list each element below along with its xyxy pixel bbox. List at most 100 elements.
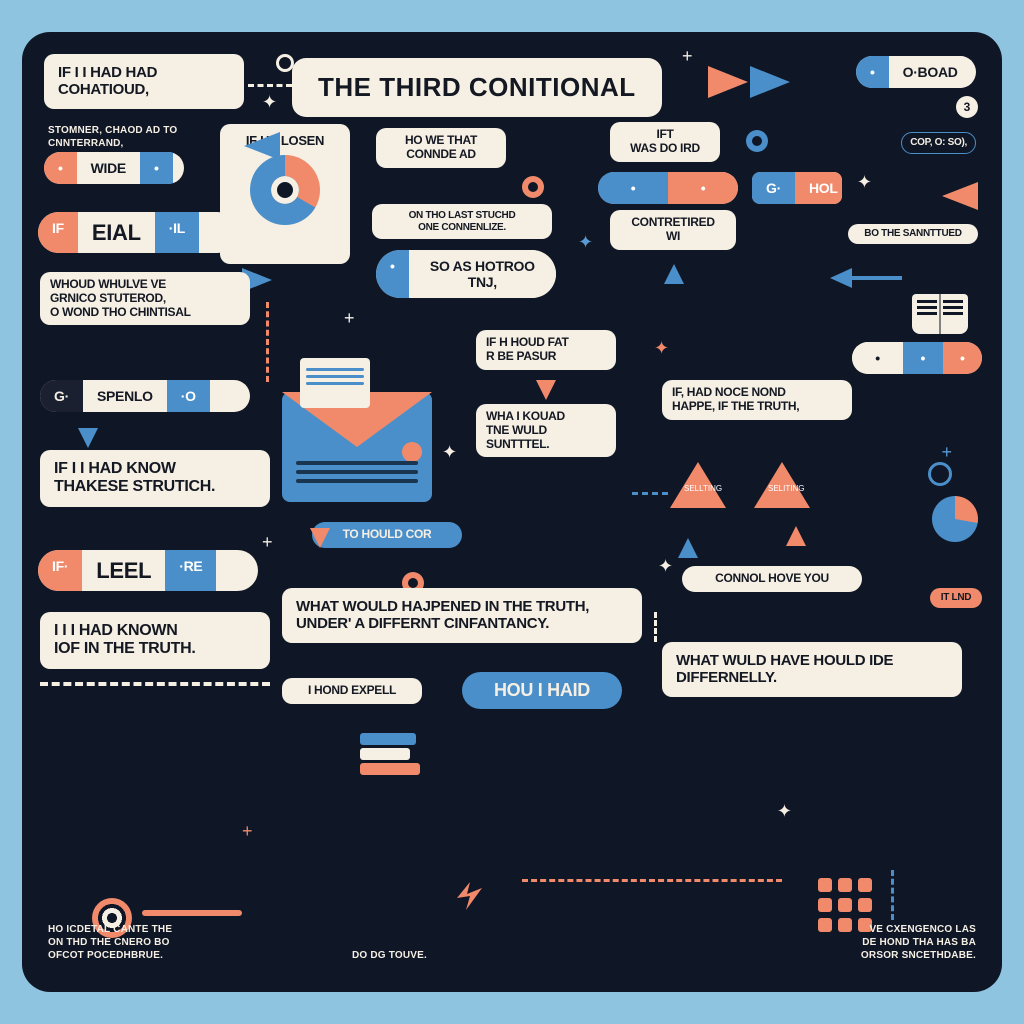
infographic-board: THE THIRD CONITIONAL IF I I HAD HAD COHA…: [22, 32, 1002, 992]
label: O·BOAD: [889, 56, 972, 88]
text: COHATIOUD,: [58, 81, 149, 98]
dot: •: [376, 250, 409, 298]
seg: •: [598, 172, 668, 204]
donut-chart-icon: [250, 155, 320, 225]
top-left-sub: STOMNER, CHAOD AD TO CNNTERRAND,: [48, 124, 228, 150]
box-whould: WHOUD WHULVE VE GRNICO STUTEROD, O WOND …: [40, 272, 250, 325]
text: HO ICDETAL CANTE THE: [48, 924, 172, 935]
box-kouad: WHA I KOUAD TNE WULD SUNTTTEL.: [476, 404, 616, 457]
pill-split-1: • •: [598, 172, 738, 204]
gear-icon: [746, 130, 768, 152]
text: CONTRETIRED: [631, 215, 714, 229]
connector: [248, 84, 292, 87]
dot: •: [140, 152, 173, 184]
book-icon: [912, 294, 968, 334]
connector: [654, 612, 657, 642]
text: IF I I HAD HAD: [58, 64, 157, 81]
pill-small-1: • WIDE •: [44, 152, 184, 184]
text: WAS DO IRD: [630, 141, 700, 155]
connector: [891, 870, 894, 920]
book-stack-icon: [360, 730, 420, 775]
seg: •: [856, 56, 889, 88]
text: CONNDE AD: [406, 147, 476, 161]
arrow-right-icon: [750, 66, 790, 98]
text: IFT: [656, 127, 673, 141]
box-connd: HO WE THAT CONNDE AD: [376, 128, 506, 168]
triangle-icon: SELLTING: [670, 462, 726, 508]
pill-houd-cor: TO HOULD COR: [312, 522, 462, 548]
connector: [266, 302, 269, 382]
seg: SPENLO: [83, 380, 167, 412]
sheet: [300, 358, 370, 408]
arrow-up-icon: [678, 538, 698, 558]
seg: G·: [752, 172, 795, 204]
box-noce: IF, HAD NOCE NOND HAPPE, IF THE TRUTH,: [662, 380, 852, 420]
pill-leel: IF· LEEL ·RE: [38, 550, 258, 591]
box-happened: WHAT WOULD HAJPENED IN THE TRUTH, UNDER'…: [282, 588, 642, 643]
text: VE CXENGENCO LAS: [869, 924, 976, 935]
triangle-icon: SELITING: [754, 462, 810, 508]
text: UNDER' A DIFFERNT CINFANTANCY.: [296, 615, 549, 632]
text: GRNICO STUTEROD,: [50, 291, 166, 305]
ring-icon: [928, 462, 952, 486]
seg: ·IL: [155, 212, 199, 253]
seg: •: [668, 172, 738, 204]
footer-mid: DO DG TOUVE.: [352, 949, 427, 962]
text: THAKESE STRUTICH.: [54, 478, 215, 495]
text: WHA I KOUAD: [486, 409, 565, 423]
text: IF I I HAD KNOW: [54, 460, 176, 477]
seg: ·O: [167, 380, 210, 412]
text: ONE CONNENLIZE.: [418, 222, 506, 233]
lightning-icon: [452, 878, 492, 914]
text: WHOUD WHULVE VE: [50, 277, 166, 291]
pill-obod: • O·BOAD: [856, 56, 976, 88]
text: IF H HOUD FAT: [486, 335, 569, 349]
pill-hou-haid: HOU I HAID: [462, 672, 622, 709]
box-be-santued: BO THE SANNTTUED: [848, 224, 978, 244]
lines: [296, 456, 418, 488]
seg: EIAL: [78, 212, 155, 253]
pill-it-lnd: IT LND: [930, 588, 982, 608]
box-differently: WHAT WULD HAVE HOULD IDE DIFFERNELLY.: [662, 642, 962, 697]
text: WI: [666, 229, 680, 243]
seg: HOL: [795, 172, 842, 204]
box-if-had-had: IF I I HAD HAD COHATIOUD,: [44, 54, 244, 109]
box-houd-fat: IF H HOUD FAT R BE PASUR: [476, 330, 616, 370]
connector: [522, 879, 782, 882]
pill-g-hol: G· HOL: [752, 172, 842, 204]
pill-eial: IF EIAL ·IL: [38, 212, 238, 253]
text: ORSOR SNCETHDABE.: [861, 950, 976, 961]
seg: ·RE: [165, 550, 216, 591]
line-decor: [142, 910, 242, 916]
arrow-right-icon: [708, 66, 748, 98]
gear-icon: [522, 176, 544, 198]
footer-right: VE CXENGENCO LAS DE HOND THA HAS BA ORSO…: [796, 923, 976, 962]
text: HAPPE, IF THE TRUTH,: [672, 399, 799, 413]
text: DE HOND THA HAS BA: [862, 937, 976, 948]
seg: •: [903, 342, 943, 374]
text: IOF IN THE TRUTH.: [54, 640, 196, 657]
label: WIDE: [77, 152, 140, 184]
text: OFCOT POCEDHBRUE.: [48, 950, 163, 961]
label: SELLTING: [684, 484, 712, 493]
text: ON THO LAST STUCHD: [409, 210, 516, 221]
badge-3: 3: [956, 96, 978, 118]
text: SUNTTTEL.: [486, 437, 549, 451]
box-ift: IFT WAS DO IRD: [610, 122, 720, 162]
box-connol: CONNOL HOVE YOU: [682, 566, 862, 592]
label: IF HE LOSEN: [228, 134, 342, 149]
text: WHAT WOULD HAJPENED IN THE TRUTH,: [296, 598, 589, 615]
footer-left: HO ICDETAL CANTE THE ON THD THE CNERO BO…: [48, 923, 238, 962]
pie-chart-icon: [932, 496, 978, 542]
label: SELITING: [768, 484, 796, 493]
ring-decor: [276, 54, 294, 72]
pill-spenlo: G· SPENLO ·O: [40, 380, 250, 412]
box-had-known: I I I HAD KNOWN IOF IN THE TRUTH.: [40, 612, 270, 669]
arrow-down-icon: [78, 428, 98, 448]
pill-cop: COP, O: SO),: [901, 132, 976, 154]
line-decor: [852, 276, 902, 280]
seg: LEEL: [82, 550, 165, 591]
box-had-know: IF I I HAD KNOW THAKESE STRUTICH.: [40, 450, 270, 507]
text: WHAT WULD HAVE HOULD IDE: [676, 652, 893, 669]
text: I I I HAD KNOWN: [54, 622, 178, 639]
